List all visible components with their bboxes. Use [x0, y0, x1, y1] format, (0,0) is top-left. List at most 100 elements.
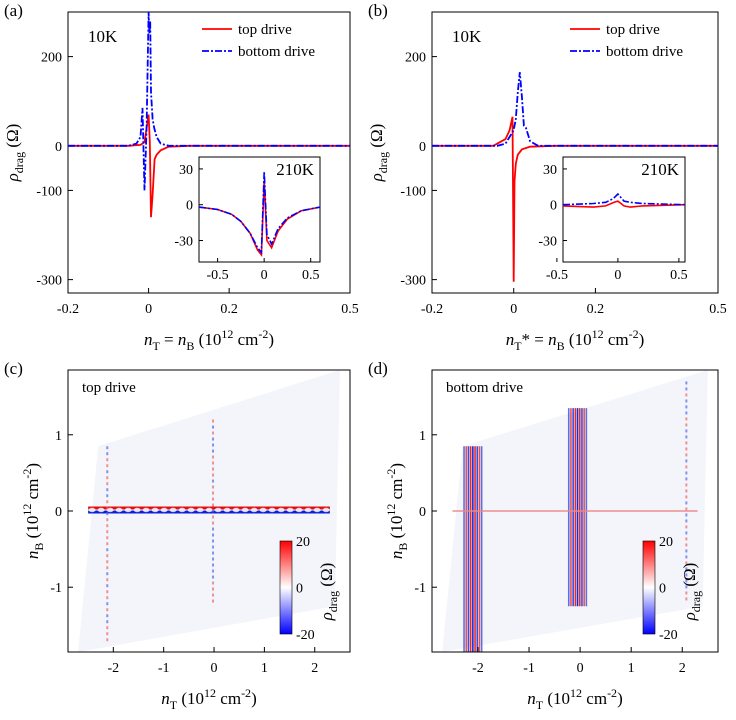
legend-entry: top drive [238, 22, 292, 38]
inset-temperature-annotation: 210K [641, 160, 680, 179]
colorbar-tick-label: 20 [659, 535, 673, 550]
y-tick-label: 0 [55, 140, 62, 155]
plot-frame [431, 11, 719, 294]
y-tick-label: -100 [36, 184, 62, 199]
inset-x-tick-label: 0.5 [670, 268, 688, 283]
x-tick-label: 0 [510, 302, 517, 317]
legend-entry: bottom drive [238, 44, 315, 60]
drive-annotation: top drive [82, 380, 136, 396]
y-tick-label: 0 [419, 505, 426, 520]
y-tick-label: -1 [414, 581, 426, 596]
x-axis-label: nT (1012 cm-2) [527, 686, 622, 712]
feature-blob [304, 507, 312, 513]
y-tick-label: 1 [419, 429, 426, 444]
x-axis-label: nT (1012 cm-2) [161, 686, 256, 712]
legend-entry: bottom drive [606, 44, 683, 60]
feature-blob [151, 507, 159, 513]
x-tick-label: 1 [628, 661, 635, 676]
panel-label: (a) [4, 1, 23, 20]
feature-blob [160, 507, 168, 513]
feature-blob [232, 507, 240, 513]
y-tick-label: -100 [400, 184, 426, 199]
colorbar [279, 540, 293, 635]
inset-y-tick-label: 0 [550, 199, 557, 214]
feature-blob [178, 507, 186, 513]
inset-y-tick-label: -30 [538, 235, 557, 250]
y-tick-label: -300 [400, 274, 426, 289]
x-tick-label: 0.2 [587, 302, 605, 317]
series-line-bottom-drive [432, 72, 718, 147]
feature-blob [259, 507, 267, 513]
feature-blob [133, 507, 141, 513]
inset-y-tick-label: -30 [174, 235, 193, 250]
inset-x-tick-label: -0.5 [207, 268, 229, 283]
feature-blob [241, 507, 249, 513]
feature-blob [196, 507, 204, 513]
feature-blob [115, 507, 123, 513]
x-tick-label: 0.2 [220, 302, 238, 317]
y-tick-label: -300 [36, 274, 62, 289]
inset-x-tick-label: 0 [261, 268, 268, 283]
feature-blob [169, 507, 177, 513]
feature-blob [313, 507, 321, 513]
y-tick-label: -1 [50, 581, 62, 596]
colorbar-label: ρdrag (Ω) [680, 563, 703, 622]
feature-blob [277, 507, 285, 513]
x-tick-label: -0.2 [57, 302, 79, 317]
y-tick-label: 1 [55, 429, 62, 444]
legend-entry: top drive [606, 22, 660, 38]
colorbar-label: ρdrag (Ω) [317, 563, 340, 622]
x-tick-label: -1 [523, 661, 535, 676]
series-line-bottom-drive [68, 11, 350, 191]
feature-blob [97, 507, 105, 513]
inset-series-line-bottom-drive [562, 192, 686, 206]
inset-x-tick-label: 0.5 [302, 268, 320, 283]
x-tick-label: -1 [158, 661, 170, 676]
x-tick-label: 0 [211, 661, 218, 676]
plot-frame [67, 11, 351, 294]
inset-x-tick-label: -0.5 [546, 268, 568, 283]
x-tick-label: 2 [311, 661, 318, 676]
inset-series-line-bottom-drive [198, 171, 321, 255]
colorbar-tick-label: -20 [296, 628, 315, 643]
inset-x-tick-label: 0 [614, 268, 621, 283]
colorbar-tick-label: 0 [659, 582, 666, 597]
x-tick-label: 2 [679, 661, 686, 676]
x-tick-label: -0.2 [421, 302, 443, 317]
colorbar [642, 540, 656, 635]
y-tick-label: 0 [55, 505, 62, 520]
y-tick-label: 200 [41, 51, 62, 66]
feature-blob [214, 507, 222, 513]
feature-blob [88, 507, 96, 513]
temperature-annotation: 10K [88, 27, 118, 46]
x-tick-label: 0 [145, 302, 152, 317]
x-tick-label: -2 [472, 661, 484, 676]
inset-y-tick-label: 30 [543, 163, 557, 178]
x-tick-label: 1 [261, 661, 268, 676]
feature-blob [106, 507, 114, 513]
x-axis-label: nT = nB (1012 cm-2) [144, 327, 274, 353]
temperature-annotation: 10K [452, 27, 482, 46]
colorbar-tick-label: 20 [296, 535, 310, 550]
feature-blob [187, 507, 195, 513]
panel-label: (d) [368, 359, 388, 378]
feature-blob [286, 507, 294, 513]
feature-blob [205, 507, 213, 513]
x-axis-label: nT* = nB (1012 cm-2) [506, 327, 645, 353]
x-tick-label: 0 [577, 661, 584, 676]
inset-temperature-annotation: 210K [276, 160, 315, 179]
drive-annotation: bottom drive [446, 380, 523, 396]
inset-frame [562, 156, 686, 263]
feature-blob [322, 507, 330, 513]
feature-blob [124, 507, 132, 513]
x-tick-label: 0.5 [709, 302, 727, 317]
feature-blob [250, 507, 258, 513]
inset-y-tick-label: 30 [179, 163, 193, 178]
series-line-top-drive [68, 114, 350, 218]
panel-label: (b) [368, 1, 388, 20]
y-axis-label: ρdrag (Ω) [3, 124, 26, 183]
feature-blob [295, 507, 303, 513]
x-tick-label: 0.5 [341, 302, 359, 317]
y-tick-label: 0 [419, 140, 426, 155]
